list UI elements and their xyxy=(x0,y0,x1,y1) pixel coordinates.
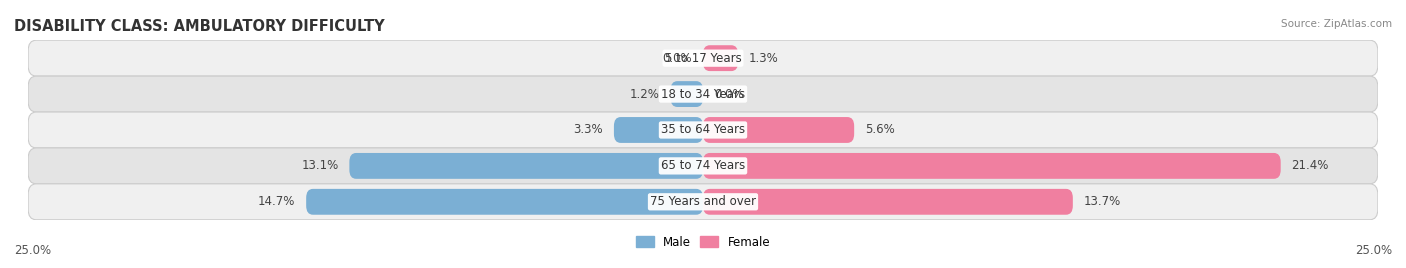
FancyBboxPatch shape xyxy=(28,40,1378,76)
Text: DISABILITY CLASS: AMBULATORY DIFFICULTY: DISABILITY CLASS: AMBULATORY DIFFICULTY xyxy=(14,19,385,34)
Text: 0.0%: 0.0% xyxy=(662,52,692,65)
FancyBboxPatch shape xyxy=(703,189,1073,215)
FancyBboxPatch shape xyxy=(28,184,1378,220)
FancyBboxPatch shape xyxy=(703,45,738,71)
Text: 35 to 64 Years: 35 to 64 Years xyxy=(661,124,745,136)
Text: 1.2%: 1.2% xyxy=(630,88,659,100)
FancyBboxPatch shape xyxy=(28,148,1378,184)
FancyBboxPatch shape xyxy=(703,117,855,143)
Text: 0.0%: 0.0% xyxy=(714,88,744,100)
Text: 13.1%: 13.1% xyxy=(301,159,339,172)
Text: 25.0%: 25.0% xyxy=(1355,244,1392,257)
Text: 13.7%: 13.7% xyxy=(1084,195,1121,208)
Text: 18 to 34 Years: 18 to 34 Years xyxy=(661,88,745,100)
Text: 3.3%: 3.3% xyxy=(574,124,603,136)
FancyBboxPatch shape xyxy=(307,189,703,215)
Legend: Male, Female: Male, Female xyxy=(631,231,775,253)
Text: Source: ZipAtlas.com: Source: ZipAtlas.com xyxy=(1281,19,1392,29)
FancyBboxPatch shape xyxy=(28,112,1378,148)
FancyBboxPatch shape xyxy=(349,153,703,179)
Text: 5.6%: 5.6% xyxy=(865,124,894,136)
Text: 5 to 17 Years: 5 to 17 Years xyxy=(665,52,741,65)
Text: 25.0%: 25.0% xyxy=(14,244,51,257)
Text: 21.4%: 21.4% xyxy=(1292,159,1329,172)
FancyBboxPatch shape xyxy=(671,81,703,107)
Text: 1.3%: 1.3% xyxy=(749,52,779,65)
Text: 65 to 74 Years: 65 to 74 Years xyxy=(661,159,745,172)
FancyBboxPatch shape xyxy=(28,76,1378,112)
Text: 75 Years and over: 75 Years and over xyxy=(650,195,756,208)
Text: 14.7%: 14.7% xyxy=(257,195,295,208)
FancyBboxPatch shape xyxy=(614,117,703,143)
FancyBboxPatch shape xyxy=(703,153,1281,179)
